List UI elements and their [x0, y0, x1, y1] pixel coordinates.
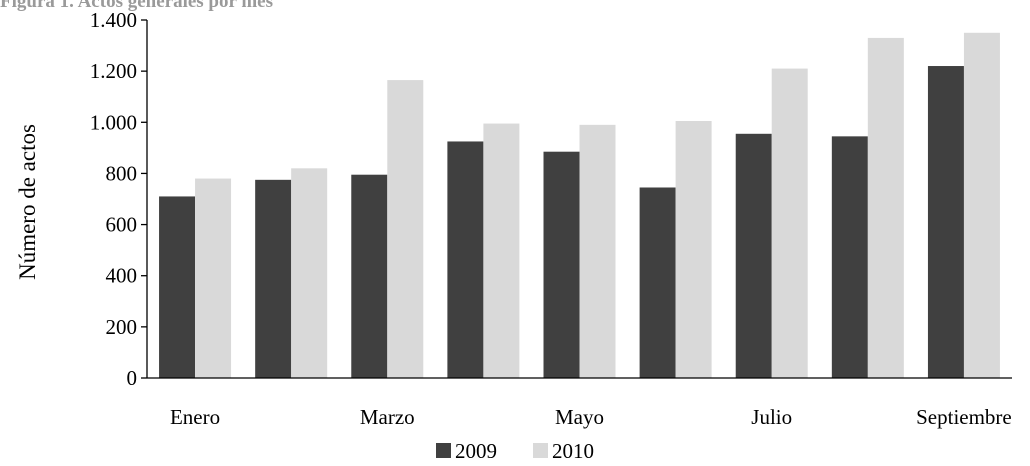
x-axis: Enero Marzo Mayo Julio Septiembre [147, 377, 1012, 429]
y-axis: 0 200 400 600 800 1.000 1.200 1.400 [90, 8, 148, 390]
chart-title: Figura 1. Actos generales por mes [0, 0, 273, 12]
y-tick-label: 0 [127, 366, 138, 390]
bar-2009-marzo [351, 174, 388, 378]
legend-label-2010: 2010 [552, 439, 594, 463]
x-tick-label: Enero [170, 405, 220, 429]
bar-2010-febrero [291, 168, 328, 378]
bar-2009-mayo [543, 151, 580, 378]
bar-2010-marzo [387, 80, 424, 378]
bar-2010-mayo [579, 124, 616, 378]
legend-swatch-2010 [533, 443, 548, 458]
bar-2009-agosto [831, 136, 868, 378]
bar-2010-enero [195, 178, 232, 378]
legend-label-2009: 2009 [455, 439, 497, 463]
y-tick-label: 1.000 [90, 110, 137, 134]
bars [159, 32, 1000, 379]
bar-2010-agosto [867, 37, 904, 379]
bar-2010-abril [483, 123, 520, 378]
bar-2010-septiembre [963, 32, 1000, 379]
x-tick-label: Septiembre [916, 405, 1012, 429]
bar-2009-julio [735, 133, 772, 378]
y-tick-label: 1.200 [90, 59, 137, 83]
bar-2009-abril [447, 141, 484, 378]
x-tick-label: Marzo [360, 405, 415, 429]
x-tick-label: Mayo [555, 405, 604, 429]
y-tick-label: 600 [106, 213, 138, 237]
bar-2009-junio [639, 187, 676, 378]
legend: 2009 2010 [436, 439, 594, 463]
bar-2009-septiembre [927, 66, 964, 379]
bar-2009-enero [159, 196, 196, 378]
y-tick-label: 200 [106, 315, 138, 339]
legend-swatch-2009 [436, 443, 451, 458]
x-tick-label: Julio [751, 405, 792, 429]
y-tick-label: 1.400 [90, 8, 137, 32]
bar-2010-junio [675, 121, 712, 378]
bar-2009-febrero [255, 179, 292, 378]
y-axis-label: Número de actos [15, 124, 40, 280]
y-tick-label: 400 [106, 264, 138, 288]
bar-2010-julio [771, 68, 808, 378]
y-tick-label: 800 [106, 161, 138, 185]
